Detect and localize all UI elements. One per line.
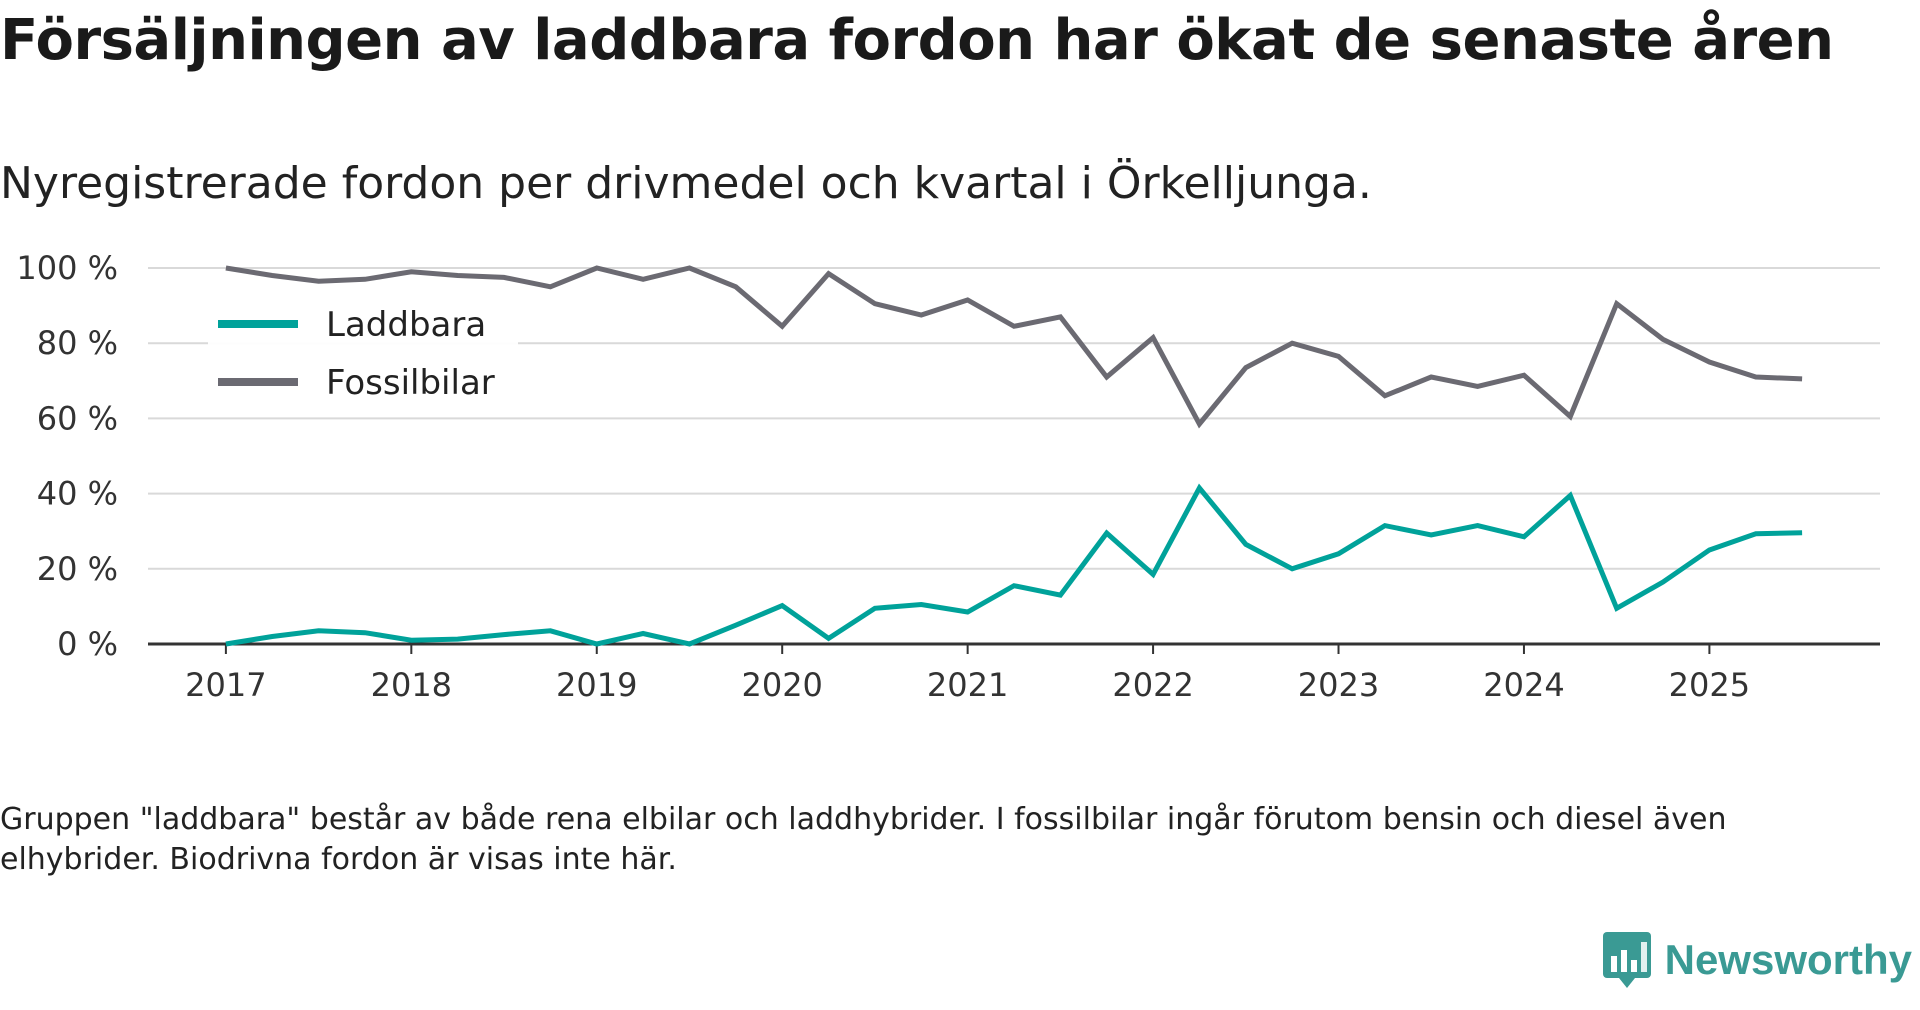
y-tick-label: 60 % bbox=[37, 399, 118, 437]
x-tick-label: 2017 bbox=[185, 666, 266, 700]
legend: Laddbara Fossilbilar bbox=[208, 290, 518, 412]
x-tick-label: 2022 bbox=[1112, 666, 1193, 700]
series-lines bbox=[225, 265, 1803, 647]
x-tick-label: 2021 bbox=[927, 666, 1008, 700]
legend-box bbox=[208, 290, 518, 412]
x-tick-label: 2023 bbox=[1298, 666, 1379, 700]
series-line-fossilbilar bbox=[225, 265, 1803, 429]
x-tick-label: 2024 bbox=[1483, 666, 1564, 700]
y-tick-label: 100 % bbox=[16, 249, 118, 287]
series-line-laddbara bbox=[225, 483, 1803, 647]
footnote: Gruppen "laddbara" består av både rena e… bbox=[0, 802, 1727, 877]
newsworthy-icon bbox=[1602, 932, 1651, 988]
chart-title: Försäljningen av laddbara fordon har öka… bbox=[0, 8, 1834, 73]
legend-label-fossilbilar: Fossilbilar bbox=[326, 363, 495, 403]
y-tick-label: 0 % bbox=[57, 625, 118, 663]
legend-label-laddbara: Laddbara bbox=[326, 305, 486, 345]
brand-name: Newsworthy bbox=[1664, 936, 1912, 983]
x-axis: 2017 2018 2019 2020 2021 2022 2023 2024 2025 bbox=[148, 642, 1880, 700]
chart-subtitle: Nyregistrerade fordon per drivmedel och … bbox=[0, 158, 1372, 209]
newsworthy-logo: Newsworthy bbox=[1601, 930, 1912, 990]
x-tick-label: 2018 bbox=[371, 666, 452, 700]
x-tick-label: 2025 bbox=[1669, 666, 1750, 700]
x-tick-label: 2020 bbox=[741, 666, 822, 700]
x-tick-label: 2019 bbox=[556, 666, 637, 700]
line-chart: 0 % 20 % 40 % 60 % 80 % 100 % 2017 2018 2019 202… bbox=[16, 249, 1880, 700]
y-tick-label: 80 % bbox=[37, 324, 118, 362]
y-axis: 0 % 20 % 40 % 60 % 80 % 100 % bbox=[16, 249, 118, 663]
y-tick-label: 20 % bbox=[37, 550, 118, 588]
y-tick-label: 40 % bbox=[37, 475, 118, 513]
